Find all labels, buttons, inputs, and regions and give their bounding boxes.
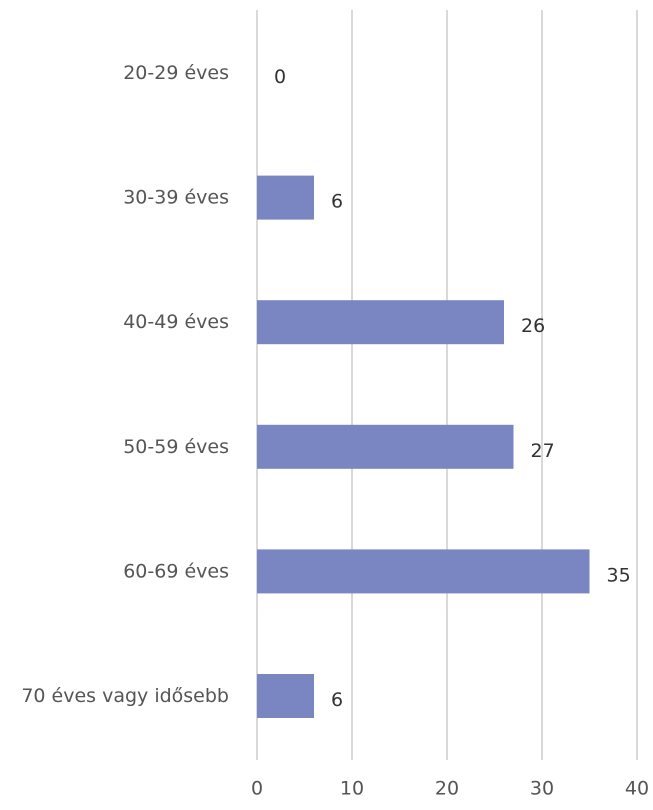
category-label: 70 éves vagy idősebb (21, 685, 229, 707)
data-label: 0 (274, 66, 286, 88)
x-tick-label: 0 (251, 778, 263, 800)
data-label: 35 (607, 564, 631, 586)
category-label: 40-49 éves (123, 311, 229, 333)
bar (257, 175, 314, 220)
data-label: 6 (331, 191, 343, 213)
bar (257, 424, 514, 469)
bar (257, 300, 504, 345)
x-tick-label: 30 (530, 778, 554, 800)
x-tick-label: 10 (340, 778, 364, 800)
x-tick-label: 20 (435, 778, 459, 800)
data-label: 6 (331, 689, 343, 711)
category-label: 50-59 éves (123, 436, 229, 458)
data-label: 27 (531, 440, 555, 462)
gridlines (256, 10, 638, 760)
bar (257, 674, 314, 718)
category-label: 60-69 éves (123, 560, 229, 582)
data-label: 26 (521, 315, 545, 337)
category-label: 30-39 éves (123, 187, 229, 209)
bar (257, 549, 590, 594)
data-labels: 0 6 26 27 35 6 (274, 66, 631, 711)
x-axis-tick-labels: 0 10 20 30 40 (251, 778, 649, 800)
x-tick-label: 40 (625, 778, 649, 800)
category-labels: 20-29 éves 30-39 éves 40-49 éves 50-59 éves… (21, 62, 229, 707)
category-label: 20-29 éves (123, 62, 229, 84)
bars (257, 175, 590, 718)
